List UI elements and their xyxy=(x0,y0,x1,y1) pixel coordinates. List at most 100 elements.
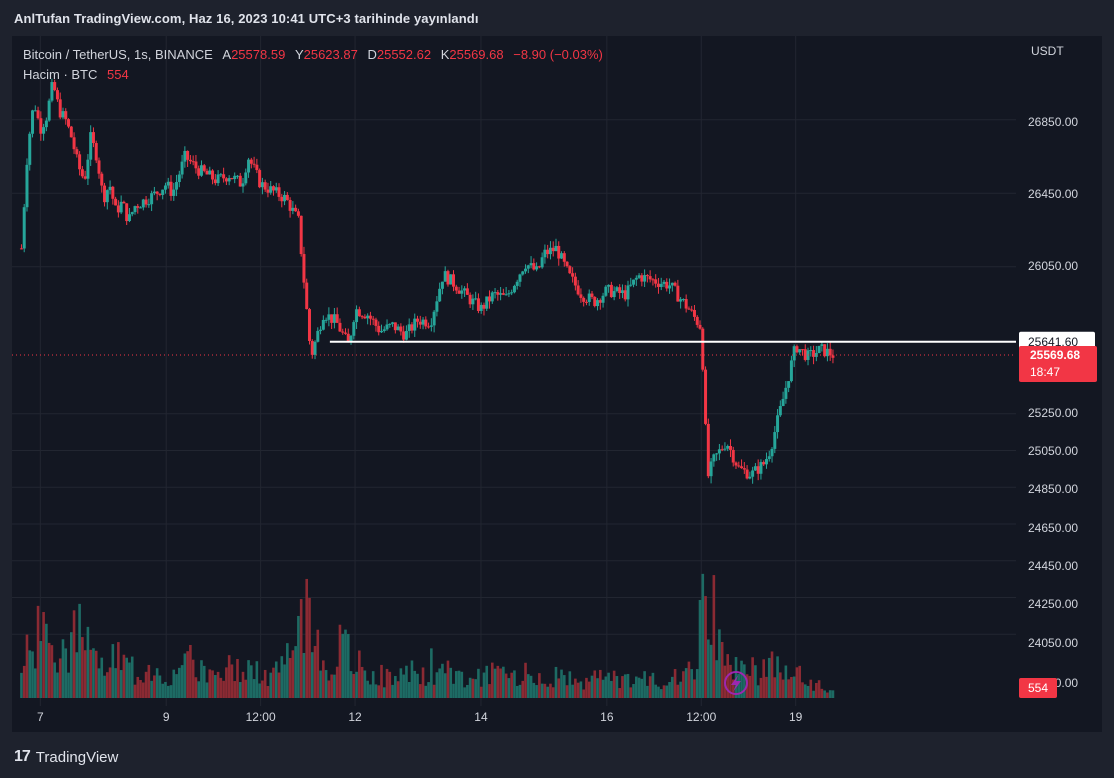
volume-bar xyxy=(299,599,303,698)
volume-bar xyxy=(521,680,525,698)
current-price-tag xyxy=(1019,346,1097,383)
candle-body xyxy=(756,466,760,474)
legend-close-key: K xyxy=(440,47,450,62)
volume-bar xyxy=(205,682,209,698)
candle-body xyxy=(548,247,552,255)
candle-body xyxy=(468,294,472,305)
volume-bar xyxy=(186,651,189,698)
candle-body xyxy=(136,206,140,208)
candle-body xyxy=(402,331,406,340)
candle-body xyxy=(75,149,79,155)
volume-bar xyxy=(718,629,721,698)
volume-bar xyxy=(529,675,533,698)
volume-bar xyxy=(180,665,184,698)
candle-body xyxy=(651,279,655,281)
candle-body xyxy=(695,316,699,325)
volume-bar xyxy=(119,670,123,698)
time-tick-label: 12:00 xyxy=(246,710,276,724)
volume-bar xyxy=(582,689,585,698)
legend-close: 25569.68 xyxy=(449,47,504,62)
candle-body xyxy=(510,292,514,294)
candle-body xyxy=(363,316,367,319)
candle-body xyxy=(180,161,184,175)
volume-bar xyxy=(454,671,458,698)
volume-bar xyxy=(83,650,87,698)
volume-bar xyxy=(352,673,356,698)
candle-body xyxy=(222,174,226,179)
candle-body xyxy=(175,182,179,190)
volume-bar xyxy=(502,666,505,698)
candle-body xyxy=(734,462,738,466)
candle-body xyxy=(676,285,680,302)
volume-bar xyxy=(391,684,394,698)
volume-bar xyxy=(238,682,242,698)
time-axis[interactable] xyxy=(12,706,1016,732)
volume-bar xyxy=(787,679,790,698)
candle-body xyxy=(767,456,771,460)
candle-body xyxy=(504,294,508,296)
volume-bar xyxy=(754,665,757,698)
time-tick-label: 14 xyxy=(474,710,488,724)
candle-body xyxy=(476,298,480,311)
candle-body xyxy=(571,273,575,277)
candle-body xyxy=(501,293,505,295)
chart-panel[interactable] xyxy=(12,36,1102,732)
candle-body xyxy=(460,290,464,294)
candle-body xyxy=(252,163,256,165)
candle-body xyxy=(800,349,804,351)
tradingview-brand[interactable]: 17 TradingView xyxy=(14,748,118,766)
candle-body xyxy=(751,470,755,477)
lightning-icon[interactable] xyxy=(724,671,748,695)
volume-bar xyxy=(28,650,32,698)
candle-body xyxy=(479,304,483,311)
candle-body xyxy=(111,186,115,199)
volume-bar xyxy=(468,677,472,698)
volume-bar xyxy=(773,677,777,698)
candle-body xyxy=(681,299,685,301)
volume-bar xyxy=(291,650,295,698)
price-tick-label: 24050.00 xyxy=(1028,636,1078,650)
volume-bar xyxy=(61,639,65,698)
volume-bar xyxy=(164,681,167,698)
candle-body xyxy=(601,295,605,303)
candle-body xyxy=(22,207,26,249)
candle-body xyxy=(701,328,705,370)
candle-body xyxy=(593,296,597,307)
volume-bar xyxy=(413,670,417,698)
volume-bar xyxy=(36,605,40,698)
volume-bar xyxy=(69,632,73,698)
candle-body xyxy=(452,274,456,287)
candle-body xyxy=(632,279,636,285)
candle-body xyxy=(787,381,791,388)
candle-body xyxy=(271,186,275,191)
candle-body xyxy=(488,296,492,302)
volume-bar xyxy=(175,674,178,698)
volume-bar xyxy=(122,654,126,698)
candle-body xyxy=(28,133,32,165)
volume-bar xyxy=(230,664,234,698)
volume-bar xyxy=(507,678,511,698)
volume-bar xyxy=(629,687,633,698)
candle-body xyxy=(762,462,766,465)
candle-body xyxy=(803,349,807,360)
candle-body xyxy=(238,175,242,187)
candle-body xyxy=(202,165,206,171)
volume-bar xyxy=(618,688,621,698)
candle-body xyxy=(283,194,287,202)
legend-volume-value: 554 xyxy=(107,67,129,82)
volume-bar xyxy=(820,688,824,698)
candle-body xyxy=(169,181,173,196)
volume-bar xyxy=(560,669,563,698)
tradingview-logo-icon: 17 xyxy=(14,748,31,765)
candle-body xyxy=(737,465,741,467)
candle-body xyxy=(463,288,467,291)
candle-body xyxy=(607,284,611,287)
candle-body xyxy=(454,286,458,291)
volume-bar xyxy=(424,685,428,698)
candle-body xyxy=(529,263,533,266)
candle-body xyxy=(576,285,580,295)
candle-body xyxy=(792,346,796,361)
candle-body xyxy=(86,159,90,179)
volume-bar xyxy=(252,679,256,698)
